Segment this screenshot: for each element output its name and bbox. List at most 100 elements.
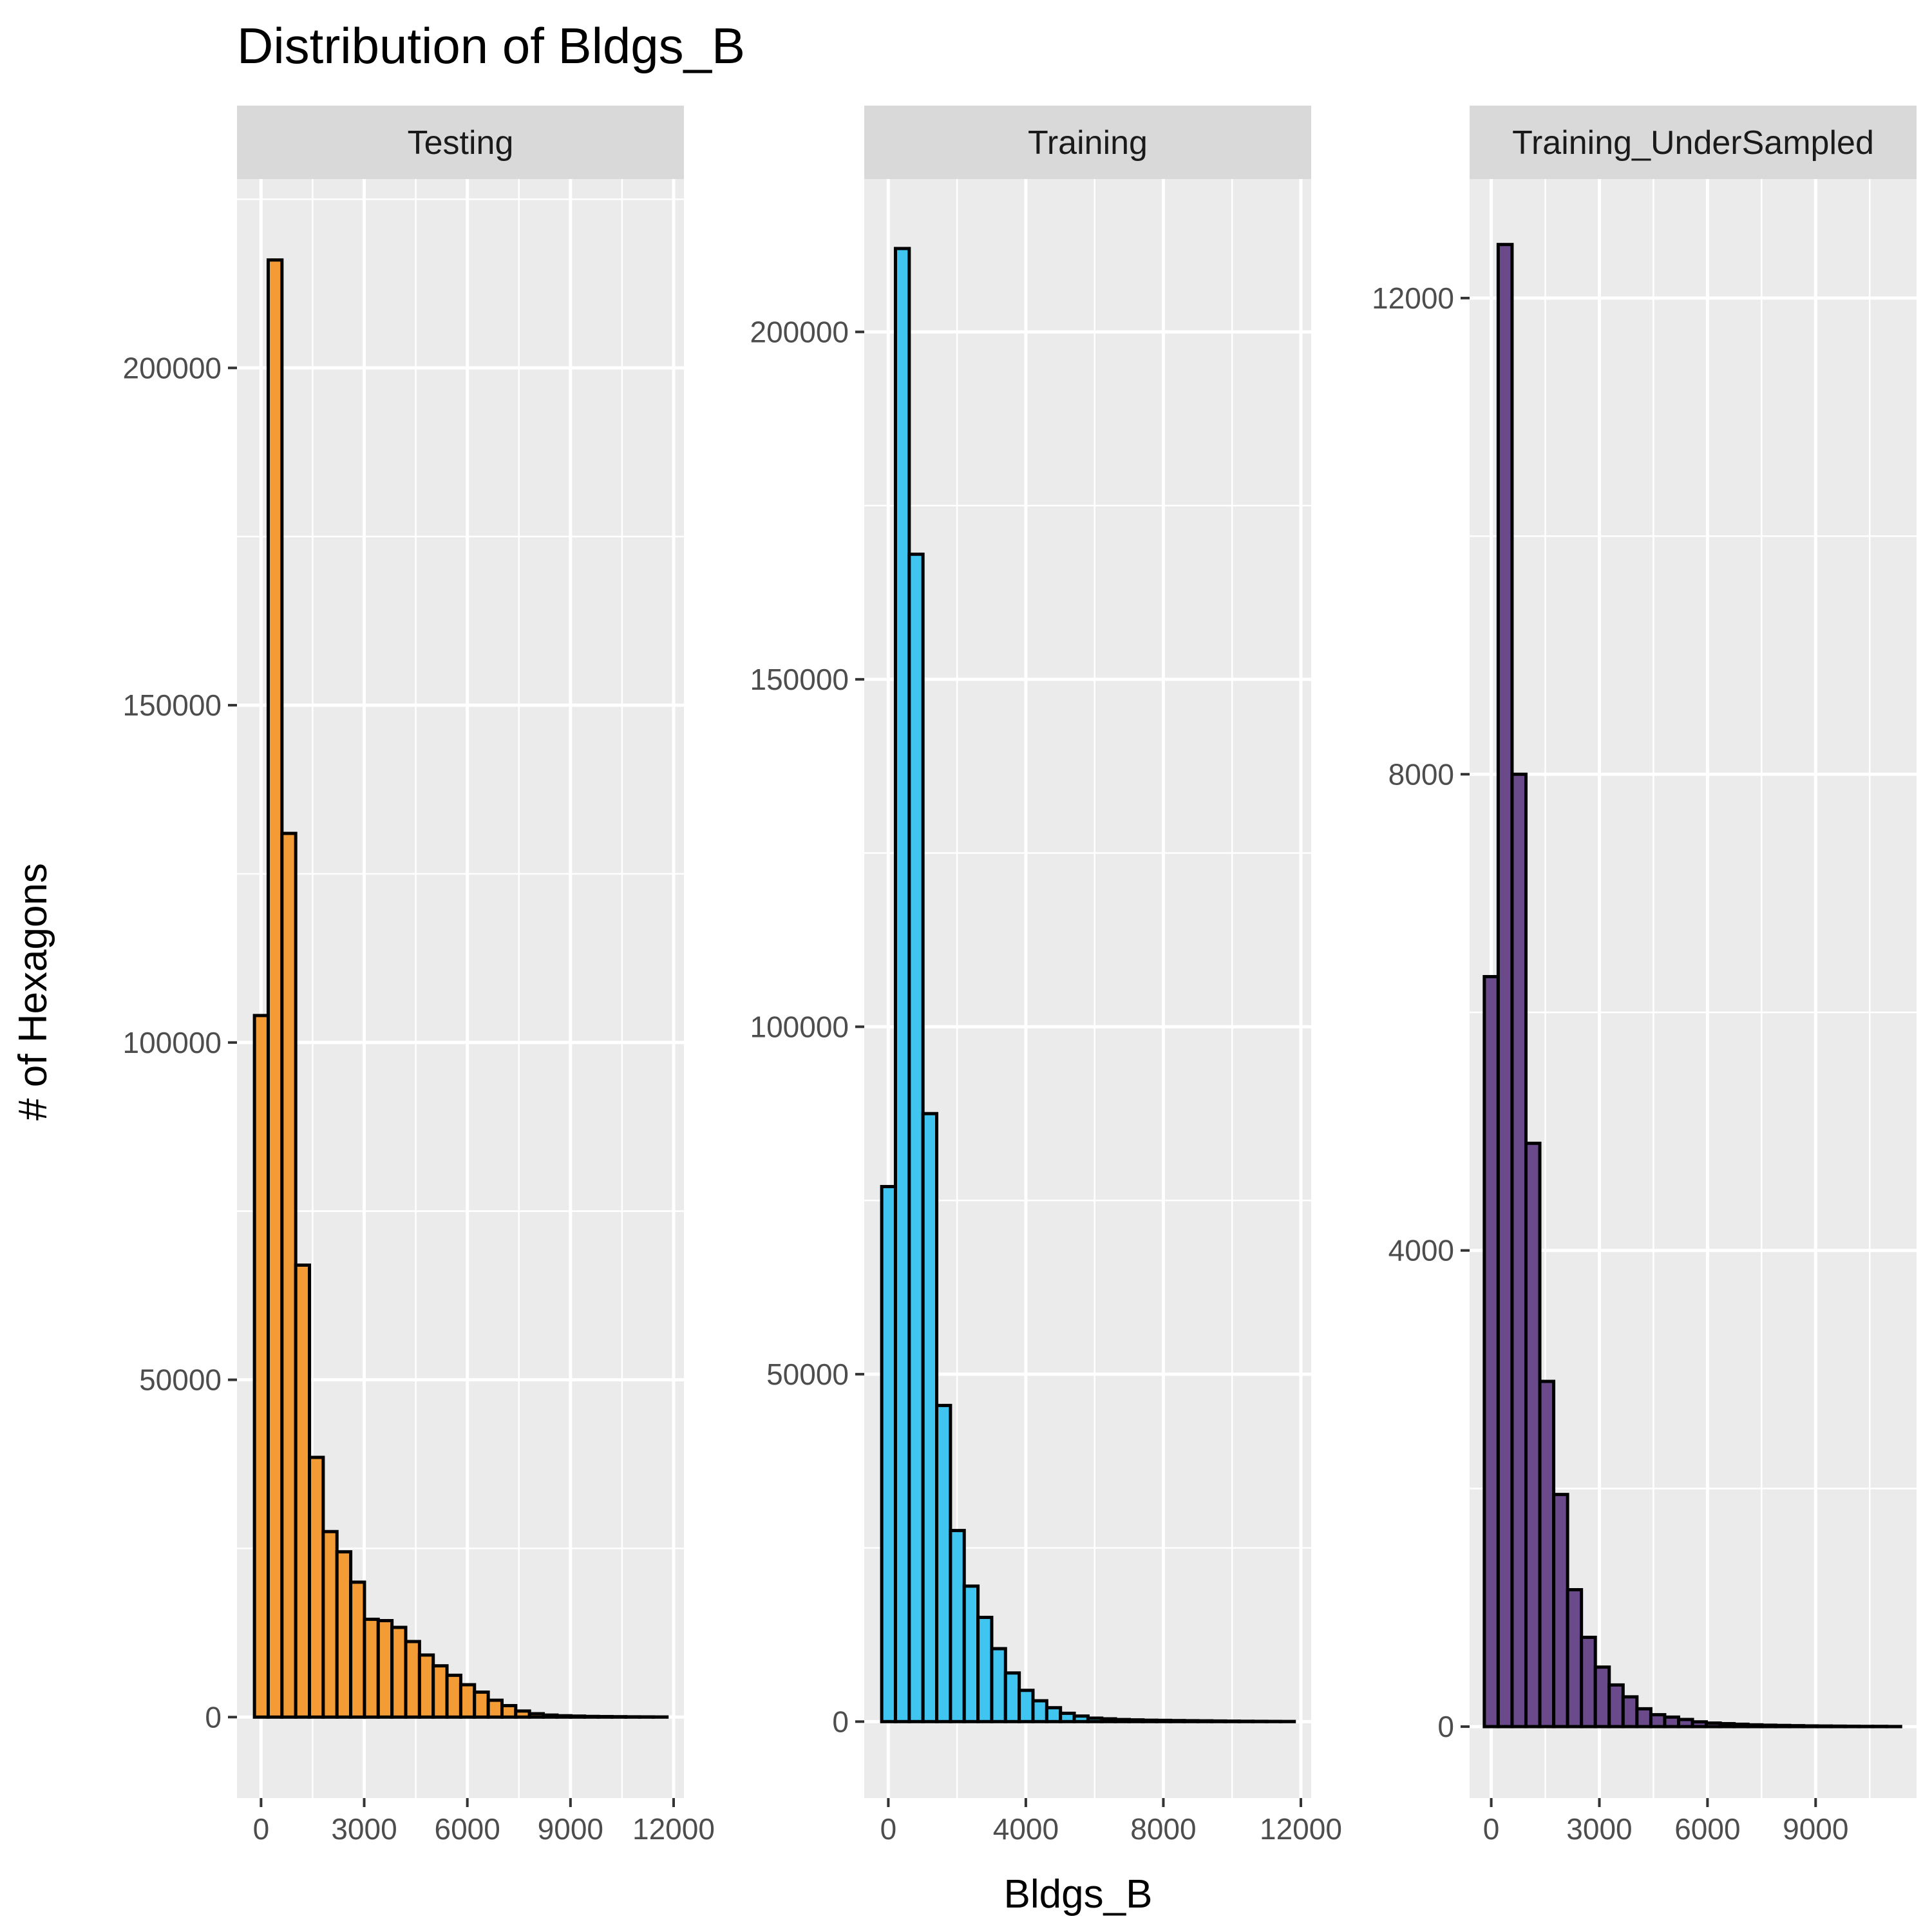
histogram-bar (514, 1709, 531, 1719)
histogram-bar (880, 1185, 897, 1723)
histogram-bar (1224, 1719, 1241, 1723)
histogram-bar (1086, 1716, 1104, 1723)
histogram-bar (1801, 1724, 1819, 1728)
histogram-bar (1141, 1718, 1159, 1723)
y-tick-label: 200000 (123, 351, 222, 384)
x-tick-label: 3000 (331, 1812, 397, 1846)
histogram-bar (1059, 1711, 1076, 1723)
x-tick-label: 6000 (1674, 1812, 1740, 1846)
histogram-bar (294, 1263, 312, 1719)
histogram-bar (1113, 1718, 1131, 1723)
histogram-bar (990, 1647, 1007, 1723)
histogram-bar (1552, 1493, 1569, 1728)
histogram-bar (1635, 1707, 1653, 1728)
histogram-bar (893, 247, 911, 1723)
histogram-bar (486, 1698, 504, 1719)
x-tick-label: 9000 (1783, 1812, 1848, 1846)
y-tick-label: 100000 (123, 1026, 222, 1059)
histogram-bar (1045, 1706, 1063, 1723)
histogram-bar (596, 1714, 614, 1719)
histogram-bar (1003, 1671, 1021, 1723)
histogram-bar (376, 1619, 394, 1719)
y-tick-label: 150000 (123, 688, 222, 722)
facet-panel-0: Testing 0 50000 100000 150000 200000 0 3000 6000… (123, 106, 715, 1846)
histogram-bar (610, 1715, 628, 1719)
histogram-bar (1510, 772, 1528, 1728)
y-tick-label: 4000 (1388, 1234, 1454, 1267)
histogram-bar (445, 1673, 462, 1719)
histogram-bar (1580, 1635, 1597, 1728)
histogram-bar (1169, 1719, 1186, 1723)
x-tick-label: 0 (880, 1812, 897, 1846)
histogram-bar (390, 1625, 408, 1719)
x-tick-label: 12000 (1260, 1812, 1342, 1846)
histogram-bar (1705, 1721, 1722, 1728)
y-tick-label: 200000 (750, 315, 849, 348)
histogram-bar (1524, 1141, 1542, 1728)
histogram-bar (976, 1615, 994, 1723)
histogram-bar (949, 1529, 966, 1723)
histogram-bar (542, 1713, 559, 1719)
x-tick-label: 4000 (993, 1812, 1059, 1846)
histogram-bar (935, 1403, 952, 1723)
histogram-bar (1538, 1379, 1556, 1728)
histogram-bar (569, 1714, 587, 1719)
histogram-bars (252, 258, 669, 1719)
histogram-bar (335, 1550, 353, 1719)
histogram-bar (417, 1653, 435, 1719)
histogram-bar (308, 1455, 325, 1719)
x-tick-label: 0 (253, 1812, 270, 1846)
histogram-bar (459, 1683, 477, 1719)
facet-panel-1: Training 0 50000 100000 150000 200000 0 4000 800… (750, 106, 1342, 1846)
histogram-bar (1100, 1717, 1117, 1723)
facet-strip (1470, 106, 1917, 179)
histogram-bar (1677, 1718, 1694, 1728)
x-tick-label: 0 (1483, 1812, 1500, 1846)
y-tick-label: 50000 (139, 1363, 222, 1397)
histogram-bar (1593, 1665, 1611, 1728)
facet-strip-label: Training (1028, 124, 1148, 162)
histogram-bar (1732, 1722, 1750, 1728)
histogram-bar (527, 1712, 545, 1719)
histogram-bar (1621, 1695, 1639, 1728)
histogram-bars (1482, 243, 1902, 1728)
histogram-bar (907, 553, 925, 1723)
y-tick-label: 150000 (750, 663, 849, 696)
x-tick-label: 3000 (1566, 1812, 1632, 1846)
histogram-bar (473, 1690, 490, 1719)
histogram-bar (1774, 1723, 1792, 1728)
histogram-bar (500, 1703, 518, 1719)
x-tick-label: 8000 (1130, 1812, 1196, 1846)
histogram-bar (1788, 1724, 1805, 1728)
histogram-bar (1760, 1723, 1777, 1728)
x-tick-label: 6000 (435, 1812, 500, 1846)
histogram-bar (1155, 1718, 1173, 1723)
histogram-bar (1718, 1721, 1736, 1728)
histogram-bar (349, 1580, 366, 1719)
y-tick-label: 12000 (1372, 281, 1454, 315)
histogram-bars (880, 247, 1296, 1723)
chart-title: Distribution of Bldgs_B (237, 17, 745, 74)
y-tick-label: 0 (1437, 1710, 1454, 1743)
histogram-bar (1018, 1689, 1035, 1723)
facet-panels: Testing 0 50000 100000 150000 200000 0 3000 6000… (123, 106, 1917, 1846)
histogram-bar (321, 1530, 339, 1719)
y-tick-label: 50000 (766, 1358, 849, 1391)
y-tick-label: 8000 (1388, 757, 1454, 791)
facet-strip-label: Testing (408, 124, 514, 162)
histogram-bar (962, 1584, 980, 1723)
histogram-bar (1830, 1724, 1847, 1728)
facet-strip (237, 106, 684, 179)
x-tick-label: 9000 (538, 1812, 603, 1846)
x-tick-label: 12000 (632, 1812, 715, 1846)
histogram-bar (1649, 1713, 1667, 1728)
gridlines (237, 179, 684, 1798)
x-axis-title: Bldgs_B (1004, 1872, 1153, 1917)
histogram-bar (555, 1714, 573, 1719)
facet-panel-2: Training_UnderSampled 0 4000 8000 12000 0 3000… (1372, 106, 1917, 1846)
histogram-bar (1496, 243, 1514, 1728)
histogram-bar (1031, 1699, 1048, 1723)
histogram-bar (280, 831, 298, 1719)
histogram-bar (266, 258, 284, 1719)
histogram-bar (404, 1640, 421, 1719)
